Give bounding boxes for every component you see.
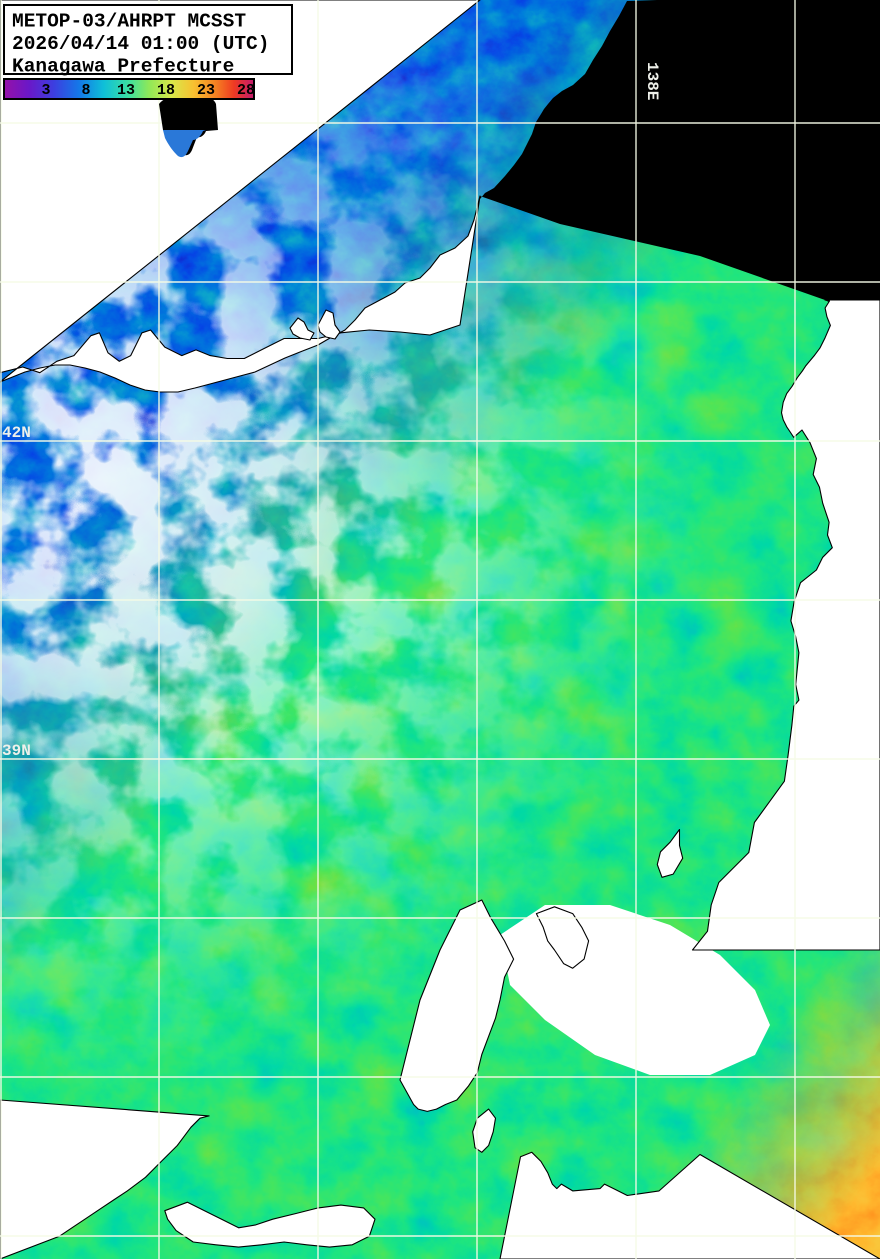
svg-text:8: 8 <box>81 82 90 99</box>
svg-text:Kanagawa Prefecture: Kanagawa Prefecture <box>12 56 234 78</box>
svg-text:METOP-03/AHRPT MCSST: METOP-03/AHRPT MCSST <box>12 11 246 33</box>
svg-text:18: 18 <box>157 82 175 99</box>
svg-text:13: 13 <box>117 82 135 99</box>
svg-text:23: 23 <box>197 82 215 99</box>
svg-text:2026/04/14 01:00 (UTC): 2026/04/14 01:00 (UTC) <box>12 33 269 55</box>
svg-text:28: 28 <box>237 82 255 99</box>
svg-text:39N: 39N <box>2 742 31 760</box>
svg-text:138E: 138E <box>643 62 661 100</box>
svg-text:3: 3 <box>41 82 50 99</box>
svg-text:42N: 42N <box>2 424 31 442</box>
